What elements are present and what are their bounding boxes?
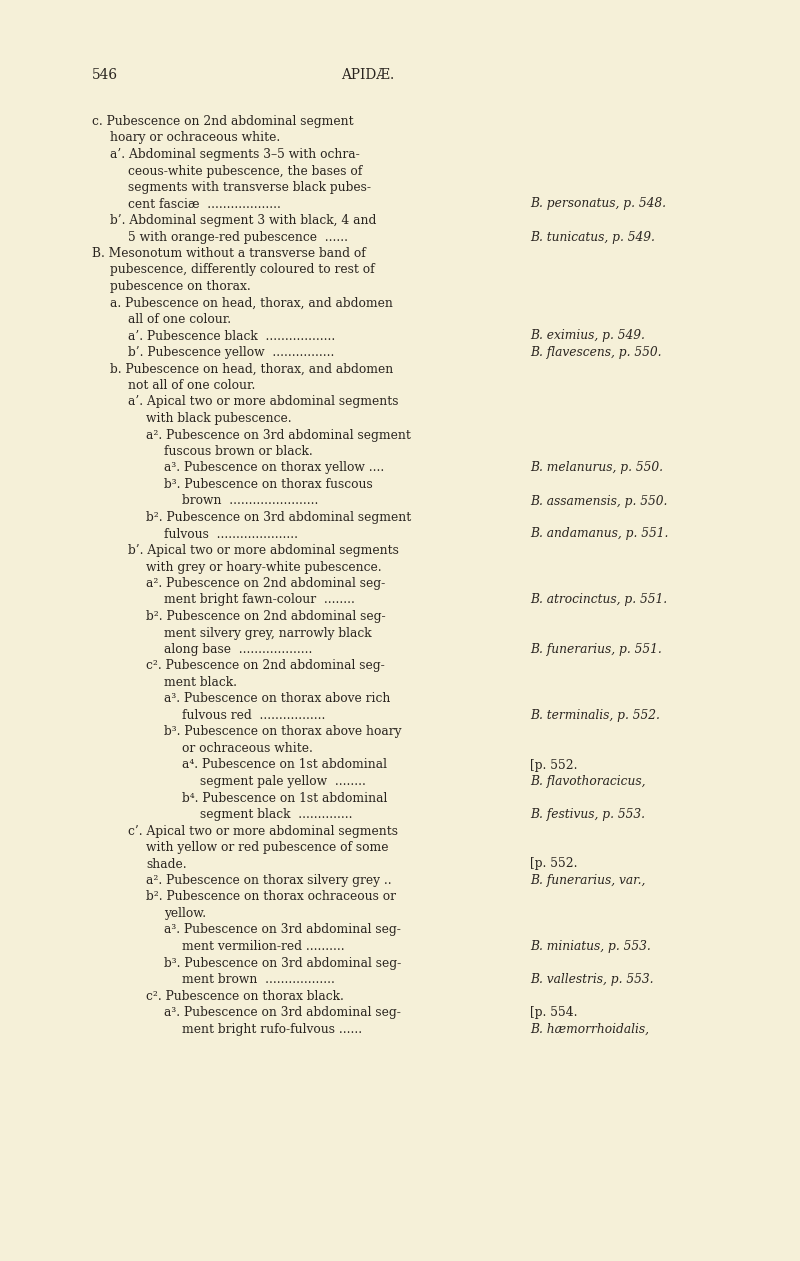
Text: segment black  ..............: segment black .............. bbox=[200, 808, 353, 821]
Text: ment vermilion-red ..........: ment vermilion-red .......... bbox=[182, 939, 345, 953]
Text: B. assamensis, p. 550.: B. assamensis, p. 550. bbox=[530, 494, 667, 507]
Text: B. Mesonotum without a transverse band of: B. Mesonotum without a transverse band o… bbox=[92, 247, 366, 260]
Text: a’. Pubescence black  ..................: a’. Pubescence black .................. bbox=[128, 329, 335, 343]
Text: b². Pubescence on 2nd abdominal seg-: b². Pubescence on 2nd abdominal seg- bbox=[146, 610, 386, 623]
Text: c. Pubescence on 2nd abdominal segment: c. Pubescence on 2nd abdominal segment bbox=[92, 115, 354, 129]
Text: ment bright fawn-colour  ........: ment bright fawn-colour ........ bbox=[164, 594, 355, 607]
Text: fulvous red  .................: fulvous red ................. bbox=[182, 709, 326, 723]
Text: B. eximius, p. 549.: B. eximius, p. 549. bbox=[530, 329, 645, 343]
Text: a³. Pubescence on 3rd abdominal seg-: a³. Pubescence on 3rd abdominal seg- bbox=[164, 1006, 401, 1019]
Text: B. funerarius, p. 551.: B. funerarius, p. 551. bbox=[530, 643, 662, 656]
Text: pubescence, differently coloured to rest of: pubescence, differently coloured to rest… bbox=[110, 264, 374, 276]
Text: with black pubescence.: with black pubescence. bbox=[146, 412, 292, 425]
Text: B. funerarius, var.,: B. funerarius, var., bbox=[530, 874, 646, 886]
Text: APIDÆ.: APIDÆ. bbox=[342, 68, 394, 82]
Text: B. flavothoracicus,: B. flavothoracicus, bbox=[530, 776, 646, 788]
Text: c². Pubescence on thorax black.: c². Pubescence on thorax black. bbox=[146, 990, 344, 1002]
Text: [p. 554.: [p. 554. bbox=[530, 1006, 578, 1019]
Text: a’. Apical two or more abdominal segments: a’. Apical two or more abdominal segment… bbox=[128, 396, 398, 409]
Text: B. andamanus, p. 551.: B. andamanus, p. 551. bbox=[530, 527, 668, 541]
Text: b². Pubescence on thorax ochraceous or: b². Pubescence on thorax ochraceous or bbox=[146, 890, 396, 903]
Text: a³. Pubescence on thorax yellow ....: a³. Pubescence on thorax yellow .... bbox=[164, 462, 384, 474]
Text: hoary or ochraceous white.: hoary or ochraceous white. bbox=[110, 131, 280, 145]
Text: pubescence on thorax.: pubescence on thorax. bbox=[110, 280, 250, 293]
Text: ment black.: ment black. bbox=[164, 676, 237, 689]
Text: b⁴. Pubescence on 1st abdominal: b⁴. Pubescence on 1st abdominal bbox=[182, 792, 387, 805]
Text: brown  .......................: brown ....................... bbox=[182, 494, 318, 507]
Text: ment bright rufo-fulvous ......: ment bright rufo-fulvous ...... bbox=[182, 1023, 362, 1035]
Text: all of one colour.: all of one colour. bbox=[128, 313, 231, 327]
Text: with grey or hoary-white pubescence.: with grey or hoary-white pubescence. bbox=[146, 560, 382, 574]
Text: a². Pubescence on thorax silvery grey ..: a². Pubescence on thorax silvery grey .. bbox=[146, 874, 392, 886]
Text: a. Pubescence on head, thorax, and abdomen: a. Pubescence on head, thorax, and abdom… bbox=[110, 296, 393, 309]
Text: a⁴. Pubescence on 1st abdominal: a⁴. Pubescence on 1st abdominal bbox=[182, 759, 387, 772]
Text: a². Pubescence on 3rd abdominal segment: a². Pubescence on 3rd abdominal segment bbox=[146, 429, 411, 441]
Text: ment brown  ..................: ment brown .................. bbox=[182, 973, 335, 986]
Text: b’. Pubescence yellow  ................: b’. Pubescence yellow ................ bbox=[128, 346, 334, 359]
Text: [p. 552.: [p. 552. bbox=[530, 857, 578, 870]
Text: ceous-white pubescence, the bases of: ceous-white pubescence, the bases of bbox=[128, 164, 362, 178]
Text: fuscous brown or black.: fuscous brown or black. bbox=[164, 445, 313, 458]
Text: B. atrocinctus, p. 551.: B. atrocinctus, p. 551. bbox=[530, 594, 667, 607]
Text: b³. Pubescence on 3rd abdominal seg-: b³. Pubescence on 3rd abdominal seg- bbox=[164, 957, 402, 970]
Text: yellow.: yellow. bbox=[164, 907, 206, 921]
Text: B. melanurus, p. 550.: B. melanurus, p. 550. bbox=[530, 462, 663, 474]
Text: B. flavescens, p. 550.: B. flavescens, p. 550. bbox=[530, 346, 662, 359]
Text: B. personatus, p. 548.: B. personatus, p. 548. bbox=[530, 198, 666, 211]
Text: [p. 552.: [p. 552. bbox=[530, 759, 578, 772]
Text: fulvous  .....................: fulvous ..................... bbox=[164, 527, 298, 541]
Text: b’. Abdominal segment 3 with black, 4 and: b’. Abdominal segment 3 with black, 4 an… bbox=[110, 214, 376, 227]
Text: with yellow or red pubescence of some: with yellow or red pubescence of some bbox=[146, 841, 389, 854]
Text: shade.: shade. bbox=[146, 857, 186, 870]
Text: 5 with orange-red pubescence  ......: 5 with orange-red pubescence ...... bbox=[128, 231, 348, 243]
Text: b². Pubescence on 3rd abdominal segment: b². Pubescence on 3rd abdominal segment bbox=[146, 511, 411, 525]
Text: or ochraceous white.: or ochraceous white. bbox=[182, 741, 313, 755]
Text: 546: 546 bbox=[92, 68, 118, 82]
Text: b³. Pubescence on thorax fuscous: b³. Pubescence on thorax fuscous bbox=[164, 478, 373, 491]
Text: segment pale yellow  ........: segment pale yellow ........ bbox=[200, 776, 366, 788]
Text: B. festivus, p. 553.: B. festivus, p. 553. bbox=[530, 808, 645, 821]
Text: b’. Apical two or more abdominal segments: b’. Apical two or more abdominal segment… bbox=[128, 543, 399, 557]
Text: b. Pubescence on head, thorax, and abdomen: b. Pubescence on head, thorax, and abdom… bbox=[110, 362, 394, 376]
Text: ment silvery grey, narrowly black: ment silvery grey, narrowly black bbox=[164, 627, 372, 639]
Text: a³. Pubescence on thorax above rich: a³. Pubescence on thorax above rich bbox=[164, 692, 390, 705]
Text: not all of one colour.: not all of one colour. bbox=[128, 380, 255, 392]
Text: B. vallestris, p. 553.: B. vallestris, p. 553. bbox=[530, 973, 654, 986]
Text: B. hæmorrhoidalis,: B. hæmorrhoidalis, bbox=[530, 1023, 649, 1035]
Text: B. terminalis, p. 552.: B. terminalis, p. 552. bbox=[530, 709, 660, 723]
Text: B. miniatus, p. 553.: B. miniatus, p. 553. bbox=[530, 939, 650, 953]
Text: c’. Apical two or more abdominal segments: c’. Apical two or more abdominal segment… bbox=[128, 825, 398, 837]
Text: segments with transverse black pubes-: segments with transverse black pubes- bbox=[128, 182, 371, 194]
Text: a². Pubescence on 2nd abdominal seg-: a². Pubescence on 2nd abdominal seg- bbox=[146, 578, 386, 590]
Text: c². Pubescence on 2nd abdominal seg-: c². Pubescence on 2nd abdominal seg- bbox=[146, 660, 385, 672]
Text: b³. Pubescence on thorax above hoary: b³. Pubescence on thorax above hoary bbox=[164, 725, 402, 739]
Text: a³. Pubescence on 3rd abdominal seg-: a³. Pubescence on 3rd abdominal seg- bbox=[164, 923, 401, 937]
Text: B. tunicatus, p. 549.: B. tunicatus, p. 549. bbox=[530, 231, 655, 243]
Text: cent fasciæ  ...................: cent fasciæ ................... bbox=[128, 198, 281, 211]
Text: a’. Abdominal segments 3–5 with ochra-: a’. Abdominal segments 3–5 with ochra- bbox=[110, 148, 360, 161]
Text: along base  ...................: along base ................... bbox=[164, 643, 312, 656]
